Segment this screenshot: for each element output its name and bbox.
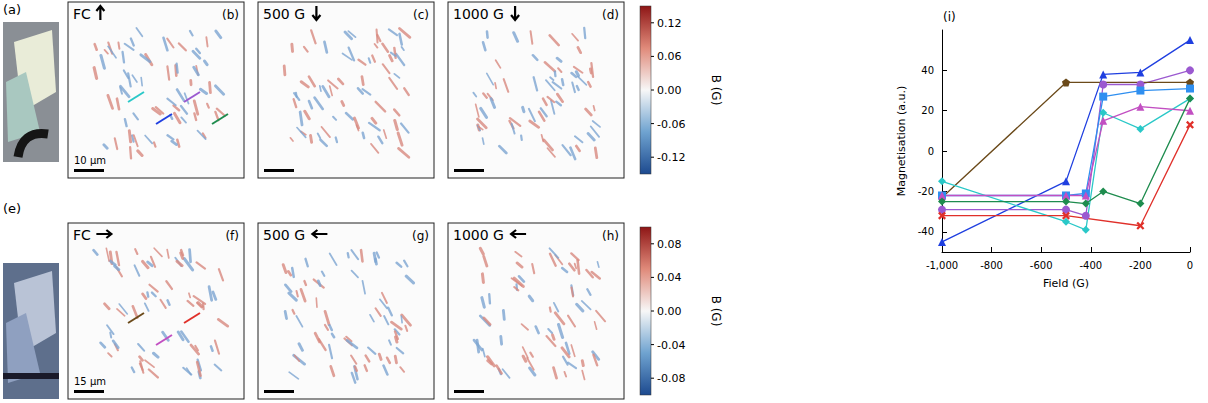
- svg-text:(d): (d): [602, 8, 619, 22]
- svg-text:(f): (f): [225, 229, 239, 243]
- svg-text:0.08: 0.08: [657, 238, 682, 251]
- svg-text:(a): (a): [3, 2, 21, 17]
- svg-text:-200: -200: [1129, 260, 1152, 271]
- svg-text:-800: -800: [980, 260, 1003, 271]
- svg-text:20: 20: [921, 105, 934, 116]
- svg-text:(c): (c): [413, 8, 429, 22]
- svg-text:0.06: 0.06: [657, 50, 682, 63]
- svg-text:0: 0: [928, 146, 934, 157]
- svg-text:10 μm: 10 μm: [74, 155, 106, 166]
- svg-text:40: 40: [921, 65, 934, 76]
- svg-text:(i): (i): [943, 10, 956, 24]
- svg-text:FC: FC: [73, 6, 91, 22]
- svg-text:0.00: 0.00: [657, 305, 682, 318]
- svg-text:0.12: 0.12: [657, 17, 682, 30]
- svg-text:1000 G: 1000 G: [453, 6, 504, 22]
- svg-text:Magnetisation (a.u.): Magnetisation (a.u.): [895, 86, 908, 197]
- svg-text:500 G: 500 G: [263, 227, 305, 243]
- svg-text:-600: -600: [1030, 260, 1053, 271]
- svg-text:Field (G): Field (G): [1043, 277, 1089, 290]
- svg-text:(b): (b): [222, 8, 239, 22]
- svg-text:-0.08: -0.08: [657, 372, 685, 385]
- svg-text:1000 G: 1000 G: [453, 227, 504, 243]
- svg-text:-0.12: -0.12: [657, 151, 685, 164]
- svg-text:B (G): B (G): [709, 75, 723, 106]
- svg-text:0.00: 0.00: [657, 84, 682, 97]
- svg-text:B (G): B (G): [709, 296, 723, 327]
- svg-text:-40: -40: [918, 226, 934, 237]
- svg-text:-1,000: -1,000: [926, 260, 958, 271]
- svg-text:-20: -20: [918, 186, 934, 197]
- svg-text:(e): (e): [3, 201, 21, 216]
- svg-text:(g): (g): [412, 229, 429, 243]
- svg-text:15 μm: 15 μm: [74, 376, 106, 387]
- svg-text:-0.04: -0.04: [657, 339, 685, 352]
- svg-text:-400: -400: [1079, 260, 1102, 271]
- svg-text:FC: FC: [73, 227, 91, 243]
- svg-text:500 G: 500 G: [263, 6, 305, 22]
- svg-text:0.04: 0.04: [657, 271, 682, 284]
- svg-text:(h): (h): [602, 229, 619, 243]
- svg-text:-0.06: -0.06: [657, 118, 685, 131]
- svg-text:0: 0: [1187, 260, 1193, 271]
